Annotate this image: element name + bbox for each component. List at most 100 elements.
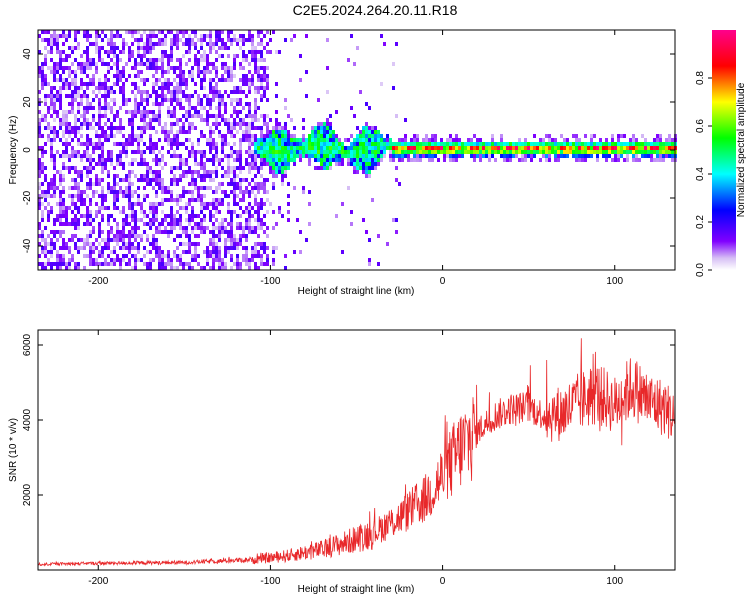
spectrogram-cell [224,254,227,258]
spectrogram-cell [155,130,158,134]
spectrogram-cell [614,150,617,154]
spectrogram-cell [479,154,482,158]
spectrogram-cell [287,218,290,222]
spectrogram-cell [170,138,173,142]
spectrogram-cell [284,122,287,126]
spectrogram-cell [248,50,251,54]
spectrogram-cell [398,182,401,186]
spectrogram-cell [377,154,380,158]
spectrogram-cell [188,110,191,114]
spectrogram-cell [65,150,68,154]
spectrogram-cell [53,86,56,90]
spectrogram-cell [197,74,200,78]
spectrogram-cell [455,158,458,162]
spectrogram-cell [260,82,263,86]
spectrogram-cell [140,178,143,182]
spectrogram-cell [182,206,185,210]
spectrogram-cell [218,266,221,270]
spectrogram-cell [443,150,446,154]
spectrogram-cell [140,238,143,242]
spectrogram-cell [266,86,269,90]
spectrogram-cell [527,142,530,146]
spectrogram-cell [218,30,221,34]
spectrogram-cell [137,86,140,90]
spectrogram-cell [104,78,107,82]
spectrogram-cell [101,126,104,130]
spectrogram-cell [299,230,302,234]
spectrogram-cell [149,38,152,42]
spectrogram-cell [200,38,203,42]
spectrogram-cell [137,90,140,94]
spectrogram-cell [302,142,305,146]
spectrogram-cell [86,50,89,54]
spectrogram-cell [62,166,65,170]
spectrogram-cell [65,246,68,250]
spectrogram-cell [104,82,107,86]
spectrogram-cell [176,218,179,222]
spectrogram-cell [116,46,119,50]
spectrogram-cell [326,166,329,170]
spectrogram-cell [524,158,527,162]
spectrogram-cell [617,150,620,154]
spectrogram-cell [95,130,98,134]
spectrogram-cell [50,178,53,182]
spectrogram-cell [596,158,599,162]
spectrogram-cell [215,258,218,262]
spectrogram-cell [152,202,155,206]
spectrogram-cell [104,98,107,102]
spectrogram-cell [242,198,245,202]
spectrogram-cell [332,134,335,138]
spectrogram-cell [95,122,98,126]
spectrogram-cell [272,162,275,166]
spectrogram-cell [65,206,68,210]
spectrogram-cell [44,142,47,146]
spectrogram-cell [128,118,131,122]
spectrogram-cell [185,114,188,118]
spectrogram-cell [59,266,62,270]
spectrogram-cell [212,214,215,218]
spectrogram-cell [122,42,125,46]
spectrogram-cell [38,194,41,198]
spectrogram-cell [488,146,491,150]
spectrogram-cell [194,258,197,262]
spectrogram-cell [104,34,107,38]
spectrogram-cell [353,142,356,146]
spectrogram-cell [149,42,152,46]
spectrogram-cell [74,154,77,158]
spectrogram-cell [119,162,122,166]
spectrogram-cell [191,210,194,214]
spectrogram-cell [284,154,287,158]
spectrogram-cell [86,174,89,178]
spectrogram-cell [368,174,371,178]
spectrogram-cell [143,126,146,130]
spectrogram-cell [38,134,41,138]
spectrogram-cell [131,170,134,174]
spectrogram-cell [128,174,131,178]
spectrogram-cell [137,62,140,66]
spectrogram-cell [668,142,671,146]
spectrogram-cell [140,110,143,114]
spectrogram-cell [65,58,68,62]
spectrogram-cell [275,158,278,162]
spectrogram-cell [125,234,128,238]
spectrogram-cell [164,134,167,138]
spectrogram-cell [185,262,188,266]
spectrogram-cell [179,218,182,222]
spectrogram-cell [149,30,152,34]
spectrogram-cell [236,102,239,106]
spectrogram-cell [242,258,245,262]
spectrogram-cell [65,94,68,98]
spectrogram-cell [260,98,263,102]
spectrogram-cell [230,166,233,170]
spectrogram-cell [77,246,80,250]
spectrogram-cell [668,154,671,158]
spectrogram-cell [338,142,341,146]
spectrogram-cell [215,82,218,86]
spectrogram-cell [179,226,182,230]
spectrogram-cell [161,86,164,90]
spectrogram-cell [215,38,218,42]
spectrogram-cell [248,102,251,106]
spectrogram-cell [548,134,551,138]
spectrogram-cell [260,74,263,78]
spectrogram-cell [41,194,44,198]
